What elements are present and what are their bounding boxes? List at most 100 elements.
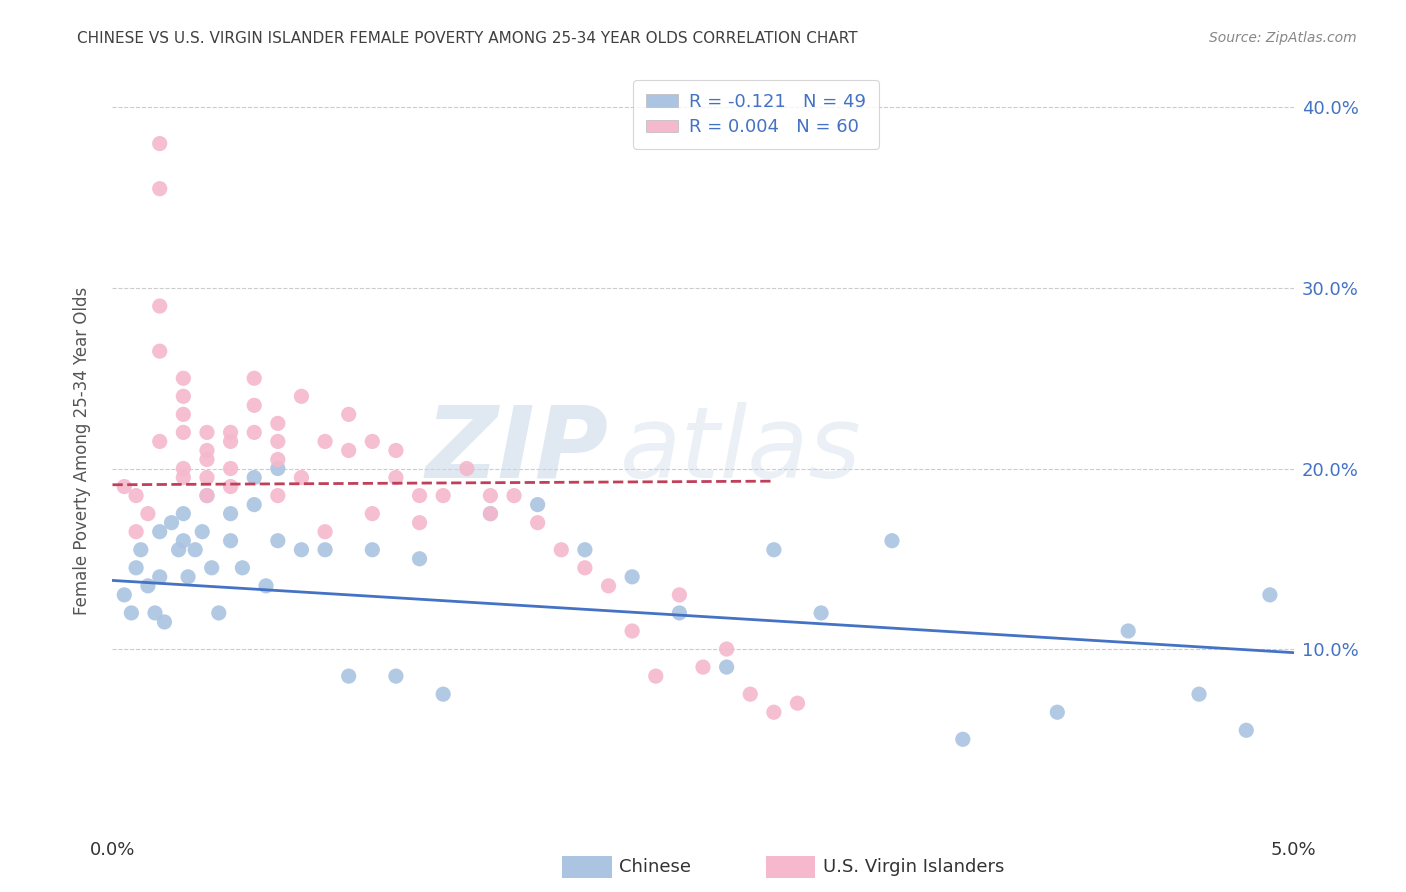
Point: [479, 489, 502, 503]
Text: Chinese: Chinese: [619, 858, 690, 876]
Point: [153, 615, 176, 629]
Point: [550, 542, 572, 557]
Point: [136, 507, 159, 521]
Point: [219, 533, 242, 548]
Point: [692, 660, 714, 674]
Point: [172, 461, 194, 475]
Point: [149, 182, 172, 196]
Point: [267, 489, 290, 503]
Point: [361, 434, 384, 449]
Point: [1234, 723, 1257, 738]
Point: [195, 425, 218, 440]
Point: [1116, 624, 1139, 638]
Point: [195, 489, 218, 503]
Point: [136, 579, 159, 593]
Point: [456, 461, 478, 475]
Point: [314, 542, 336, 557]
Point: [644, 669, 666, 683]
Point: [208, 606, 231, 620]
Point: [762, 705, 785, 719]
Point: [191, 524, 214, 539]
Point: [112, 588, 135, 602]
Point: [432, 489, 454, 503]
Point: [361, 507, 384, 521]
Point: [408, 551, 430, 566]
Text: atlas: atlas: [620, 402, 862, 499]
Point: [243, 425, 266, 440]
Point: [172, 425, 194, 440]
Point: [786, 696, 808, 710]
Point: [254, 579, 277, 593]
Point: [172, 371, 194, 385]
Point: [149, 299, 172, 313]
Point: [167, 542, 190, 557]
Point: [219, 507, 242, 521]
Point: [243, 398, 266, 412]
Text: CHINESE VS U.S. VIRGIN ISLANDER FEMALE POVERTY AMONG 25-34 YEAR OLDS CORRELATION: CHINESE VS U.S. VIRGIN ISLANDER FEMALE P…: [77, 31, 858, 46]
Point: [172, 507, 194, 521]
Point: [267, 417, 290, 431]
Point: [267, 533, 290, 548]
Y-axis label: Female Poverty Among 25-34 Year Olds: Female Poverty Among 25-34 Year Olds: [73, 286, 91, 615]
Point: [219, 461, 242, 475]
Point: [479, 507, 502, 521]
Point: [172, 470, 194, 484]
Point: [385, 443, 408, 458]
Point: [267, 434, 290, 449]
Point: [195, 443, 218, 458]
Point: [740, 687, 762, 701]
Point: [143, 606, 166, 620]
Point: [201, 561, 224, 575]
Point: [716, 660, 738, 674]
Point: [1258, 588, 1281, 602]
Point: [503, 489, 526, 503]
Point: [337, 669, 360, 683]
Point: [219, 479, 242, 493]
Point: [243, 498, 266, 512]
Point: [880, 533, 903, 548]
Point: [314, 434, 336, 449]
Legend: R = -0.121   N = 49, R = 0.004   N = 60: R = -0.121 N = 49, R = 0.004 N = 60: [633, 80, 879, 149]
Point: [574, 561, 596, 575]
Point: [149, 136, 172, 151]
Text: Source: ZipAtlas.com: Source: ZipAtlas.com: [1209, 31, 1357, 45]
Point: [129, 542, 152, 557]
Point: [668, 588, 690, 602]
Point: [195, 452, 218, 467]
Point: [716, 642, 738, 657]
Point: [952, 732, 974, 747]
Point: [290, 470, 312, 484]
Text: U.S. Virgin Islanders: U.S. Virgin Islanders: [823, 858, 1004, 876]
Point: [314, 524, 336, 539]
Point: [479, 507, 502, 521]
Point: [290, 389, 312, 403]
Point: [526, 498, 548, 512]
Point: [149, 434, 172, 449]
Point: [120, 606, 142, 620]
Point: [408, 516, 430, 530]
Point: [526, 516, 548, 530]
Point: [125, 561, 148, 575]
Point: [243, 371, 266, 385]
Point: [125, 489, 148, 503]
Point: [219, 434, 242, 449]
Point: [621, 570, 644, 584]
Point: [337, 408, 360, 422]
Point: [267, 452, 290, 467]
Point: [172, 389, 194, 403]
Point: [195, 489, 218, 503]
Point: [762, 542, 785, 557]
Point: [177, 570, 200, 584]
Point: [290, 542, 312, 557]
Point: [125, 524, 148, 539]
Point: [432, 687, 454, 701]
Point: [149, 524, 172, 539]
Point: [574, 542, 596, 557]
Point: [195, 470, 218, 484]
Point: [149, 344, 172, 359]
Point: [243, 470, 266, 484]
Point: [172, 533, 194, 548]
Point: [160, 516, 183, 530]
Point: [219, 425, 242, 440]
Point: [112, 479, 135, 493]
